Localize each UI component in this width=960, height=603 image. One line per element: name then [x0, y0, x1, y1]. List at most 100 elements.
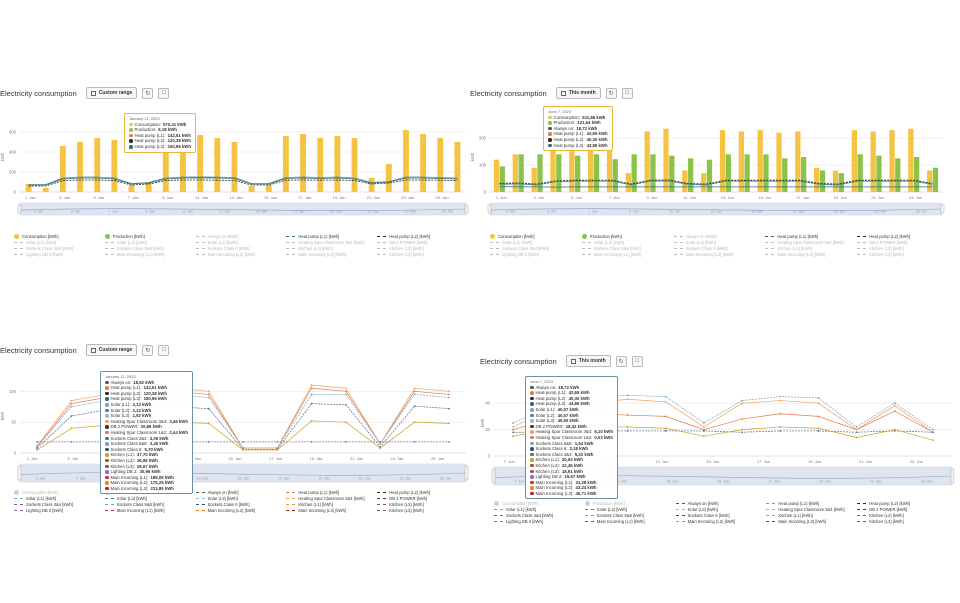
x-tick-label: 21. Jan [350, 456, 363, 461]
legend-item[interactable]: Consumption [kWh] [14, 490, 101, 495]
legend-item[interactable]: Solar (L3) [kWh] [673, 240, 762, 245]
legend-item[interactable]: Heating Spur Classroom 3&4 [kWh] [766, 507, 853, 512]
legend-item[interactable]: Consumption [kWh] [14, 234, 101, 239]
navigator-line [19, 208, 467, 211]
legend-item[interactable]: Solar (L1) [kWh] [494, 507, 581, 512]
legend-item[interactable]: Production [kWh] [581, 234, 670, 239]
legend-item[interactable]: Sockets Class 3&4 [kWh] [490, 246, 578, 251]
tooltip-swatch [105, 380, 109, 385]
legend-item[interactable]: Heating Spur Classroom 3&4 [kWh] [286, 496, 373, 501]
refresh-button[interactable]: ↻ [142, 87, 154, 99]
legend-item[interactable]: Kitchen (L3) [kWh] [377, 508, 464, 513]
legend-item[interactable]: Always on [kWh] [195, 234, 283, 239]
export-button[interactable]: □ [631, 355, 643, 367]
legend-item[interactable]: Sockets Class 5&6 [kWh] [104, 246, 192, 251]
date-range-button[interactable]: This month [555, 87, 601, 99]
legend-item[interactable]: Solar (L1) [kWh] [14, 240, 101, 245]
legend-item[interactable]: Kitchen (L2) [kWh] [857, 513, 944, 518]
legend-item[interactable]: Main Incoming (L2) [kWh] [673, 252, 762, 257]
legend-item[interactable]: Solar (L2) [kWh] [104, 240, 192, 245]
legend-item[interactable]: Lighting DB 2 [kWh] [14, 252, 101, 257]
legend-item[interactable]: Main Incoming (L2) [kWh] [675, 519, 763, 524]
refresh-button[interactable]: ↻ [615, 355, 627, 367]
legend-item[interactable]: Sockets Class 6 [kWh] [195, 502, 283, 507]
legend-item[interactable]: Heating Spur Classroom 3&4 [kWh] [286, 240, 373, 245]
legend-item[interactable]: Main Incoming (L3) [kWh] [766, 519, 853, 524]
legend-item[interactable]: DB 2 POWER [kWh] [377, 496, 464, 501]
legend-item[interactable]: Main Incoming (L3) [kWh] [286, 508, 373, 513]
legend-item[interactable]: Sockets Class 5&6 [kWh] [104, 502, 192, 507]
series-point [664, 427, 667, 430]
legend-item[interactable]: Solar (L1) [kWh] [14, 496, 101, 501]
legend-item[interactable]: Kitchen (L1) [kWh] [765, 246, 853, 251]
legend-item[interactable]: Solar (L1) [kWh] [490, 240, 578, 245]
legend-item[interactable]: Sockets Class 5&6 [kWh] [584, 513, 672, 518]
legend-item[interactable]: Production [kWh] [584, 501, 672, 506]
legend-item[interactable]: Kitchen (L1) [kWh] [286, 246, 373, 251]
legend-item[interactable]: Kitchen (L3) [kWh] [377, 252, 464, 257]
navigator-label: 17. Jun [768, 480, 780, 484]
legend-item[interactable]: Sockets Class 3&4 [kWh] [494, 513, 581, 518]
legend-item[interactable]: Heating Spur Classroom 3&4 [kWh] [765, 240, 853, 245]
legend-item[interactable]: Solar (L3) [kWh] [675, 507, 763, 512]
legend-item[interactable]: DB 2 POWER [kWh] [857, 240, 945, 245]
legend-item[interactable]: Heat pump (L2) [kWh] [857, 501, 944, 506]
legend-item[interactable]: Heat pump (L1) [kWh] [765, 234, 853, 239]
legend-item[interactable]: Kitchen (L1) [kWh] [766, 513, 853, 518]
legend-item[interactable]: Main Incoming (L3) [kWh] [765, 252, 853, 257]
legend-item[interactable]: Heat pump (L1) [kWh] [286, 490, 373, 495]
legend-item[interactable]: Kitchen (L2) [kWh] [377, 502, 464, 507]
legend-item[interactable]: DB 2 POWER [kWh] [377, 240, 464, 245]
legend-item[interactable]: Solar (L3) [kWh] [195, 496, 283, 501]
legend-item[interactable]: Heat pump (L2) [kWh] [377, 490, 464, 495]
export-button[interactable]: □ [158, 344, 170, 356]
legend-item[interactable]: Main Incoming (L1) [kWh] [104, 252, 192, 257]
legend-item[interactable]: Sockets Class 3&4 [kWh] [14, 246, 101, 251]
legend-item[interactable]: Production [kWh] [104, 234, 192, 239]
legend-item[interactable]: Kitchen (L3) [kWh] [857, 519, 944, 524]
tooltip-swatch [530, 447, 534, 451]
legend-item[interactable]: Sockets Class 6 [kWh] [673, 246, 762, 251]
legend-item[interactable]: Lighting DB 2 [kWh] [490, 252, 578, 257]
legend-item[interactable]: Main Incoming (L3) [kWh] [286, 252, 373, 257]
legend-item[interactable]: DB 2 POWER [kWh] [857, 507, 944, 512]
legend-item[interactable]: Kitchen (L3) [kWh] [857, 252, 945, 257]
legend-item[interactable]: Kitchen (L2) [kWh] [377, 246, 464, 251]
legend-item[interactable]: Consumption [kWh] [494, 501, 581, 506]
legend-item[interactable]: Kitchen (L2) [kWh] [857, 246, 945, 251]
date-range-button[interactable]: This month [565, 355, 611, 367]
legend-item[interactable]: Solar (L2) [kWh] [104, 496, 192, 501]
legend-item[interactable]: Sockets Class 5&6 [kWh] [581, 246, 670, 251]
tooltip-label: Consumption: [553, 114, 581, 120]
legend-item[interactable]: Solar (L2) [kWh] [584, 507, 672, 512]
tooltip-row: Main Incoming (L3): 45,71 kWh [530, 491, 613, 497]
legend-item[interactable]: Heat pump (L1) [kWh] [286, 234, 373, 239]
legend-item[interactable]: Sockets Class 6 [kWh] [195, 246, 283, 251]
legend-item[interactable]: Sockets Class 6 [kWh] [675, 513, 763, 518]
refresh-button[interactable]: ↻ [142, 344, 154, 356]
date-range-button[interactable]: Custom range [85, 87, 138, 99]
legend-item[interactable]: Lighting DB 2 [kWh] [14, 508, 101, 513]
legend-item[interactable]: Heat pump (L1) [kWh] [766, 501, 853, 506]
legend-item[interactable]: Solar (L2) [kWh] [581, 240, 670, 245]
legend-item[interactable]: Main Incoming (L2) [kWh] [195, 508, 283, 513]
legend-item[interactable]: Always on [kWh] [675, 501, 763, 506]
legend-item[interactable]: Solar (L3) [kWh] [195, 240, 283, 245]
date-range-button[interactable]: Custom range [85, 344, 138, 356]
legend-item[interactable]: Always on [kWh] [673, 234, 762, 239]
legend-item[interactable]: Main Incoming (L1) [kWh] [581, 252, 670, 257]
legend-item[interactable]: Main Incoming (L2) [kWh] [195, 252, 283, 257]
export-button[interactable]: □ [621, 87, 633, 99]
legend-item[interactable]: Main Incoming (L1) [kWh] [104, 508, 192, 513]
series-point [70, 402, 73, 405]
legend-item[interactable]: Sockets Class 3&4 [kWh] [14, 502, 101, 507]
export-button[interactable]: □ [158, 87, 170, 99]
legend-item[interactable]: Main Incoming (L1) [kWh] [584, 519, 672, 524]
legend-item[interactable]: Heat pump (L2) [kWh] [857, 234, 945, 239]
legend-item[interactable]: Lighting DB 2 [kWh] [494, 519, 581, 524]
legend-item[interactable]: Consumption [kWh] [490, 234, 578, 239]
legend-item[interactable]: Always on [kWh] [195, 490, 283, 495]
refresh-button[interactable]: ↻ [605, 87, 617, 99]
legend-item[interactable]: Kitchen (L1) [kWh] [286, 502, 373, 507]
legend-item[interactable]: Heat pump (L2) [kWh] [377, 234, 464, 239]
